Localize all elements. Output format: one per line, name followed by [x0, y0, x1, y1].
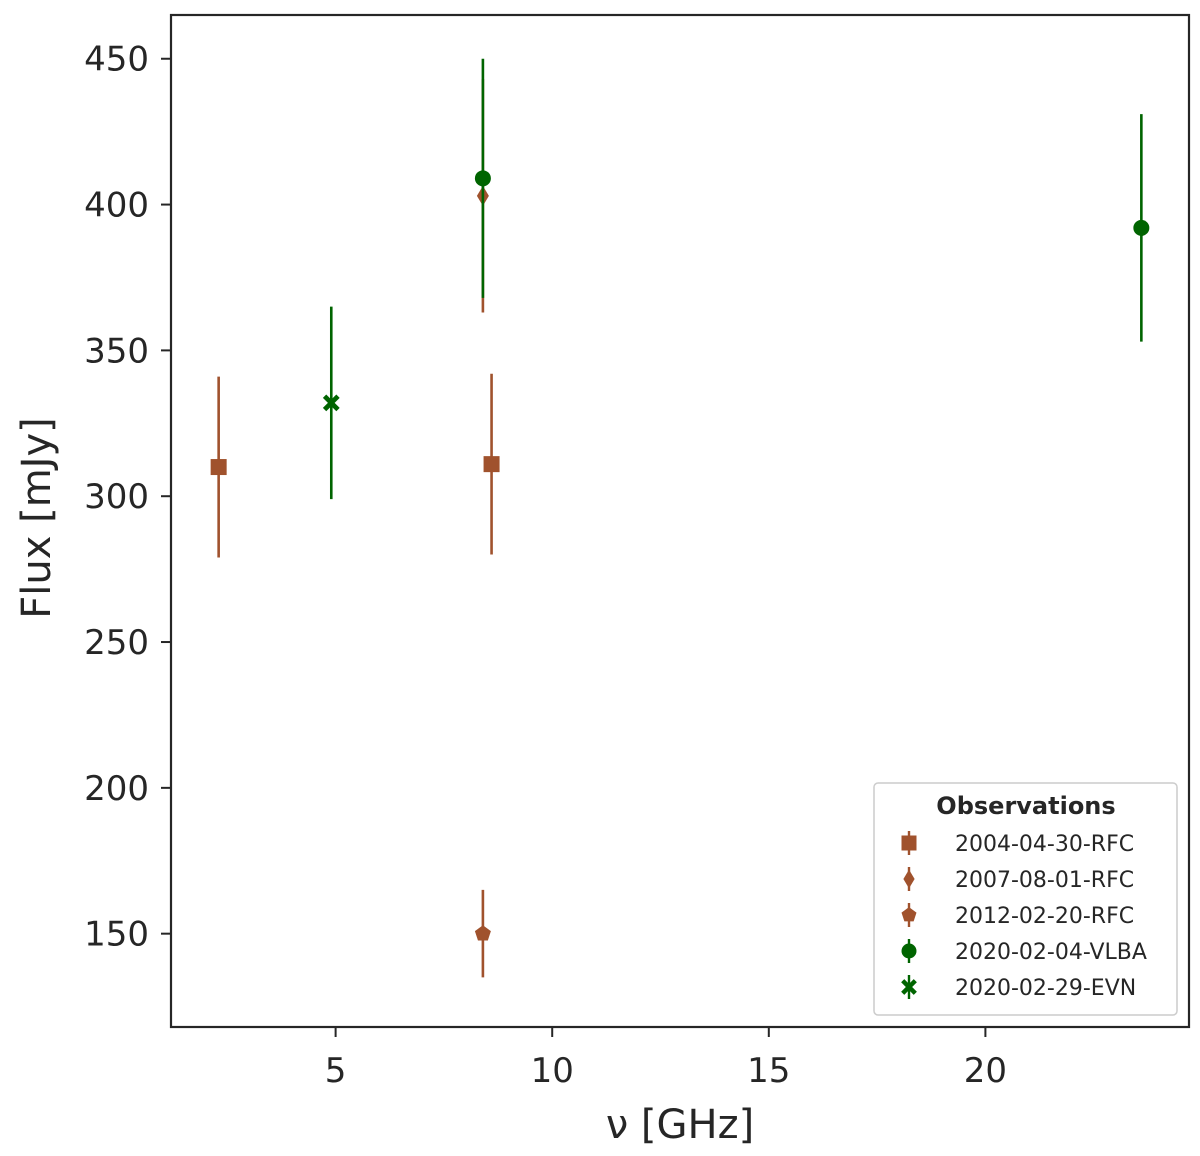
- y-tick-label: 300: [84, 477, 149, 517]
- data-point: [1133, 219, 1150, 236]
- legend-title: Observations: [936, 792, 1115, 820]
- data-point: [210, 459, 227, 476]
- y-tick-label: 350: [84, 331, 149, 371]
- y-tick-label: 250: [84, 623, 149, 663]
- legend-label: 2007-08-01-RFC: [955, 868, 1134, 893]
- legend-marker: [901, 943, 917, 959]
- plot-area: [210, 58, 1150, 978]
- x-tick-label: 5: [325, 1051, 347, 1091]
- legend-label: 2004-04-30-RFC: [955, 832, 1134, 857]
- legend-marker: [901, 979, 917, 995]
- legend: Observations 2004-04-30-RFC 2007-08-01-RF…: [873, 782, 1178, 1016]
- data-point: [474, 170, 491, 187]
- x-tick-label: 10: [531, 1051, 574, 1091]
- plot-frame: [169, 13, 1191, 1029]
- y-tick-label: 450: [84, 40, 149, 80]
- x-axis-label: ν [GHz]: [606, 1102, 754, 1148]
- legend-label: 2020-02-04-VLBA: [955, 940, 1147, 965]
- x-tick-label: 20: [964, 1051, 1007, 1091]
- x-tick-label: 15: [747, 1051, 790, 1091]
- data-point: [322, 394, 340, 412]
- y-tick-label: 400: [84, 186, 149, 226]
- legend-marker: [901, 907, 917, 922]
- legend-label: 2020-02-29-EVN: [955, 976, 1136, 1001]
- y-tick-label: 150: [84, 915, 149, 955]
- legend-label: 2012-02-20-RFC: [955, 904, 1134, 929]
- y-tick-label: 200: [84, 769, 149, 809]
- legend-marker: [901, 835, 917, 851]
- legend-box: [873, 782, 1178, 1016]
- data-point: [483, 456, 500, 473]
- legend-marker: [903, 869, 915, 889]
- legend-items: 2004-04-30-RFC 2007-08-01-RFC 2012-02-20-R…: [901, 831, 1147, 1001]
- y-axis-label: Flux [mJy]: [14, 417, 60, 619]
- data-point: [474, 925, 491, 941]
- axis-ticks: 5 10 15 20 150 200 250 300 350 400 450: [84, 40, 1007, 1091]
